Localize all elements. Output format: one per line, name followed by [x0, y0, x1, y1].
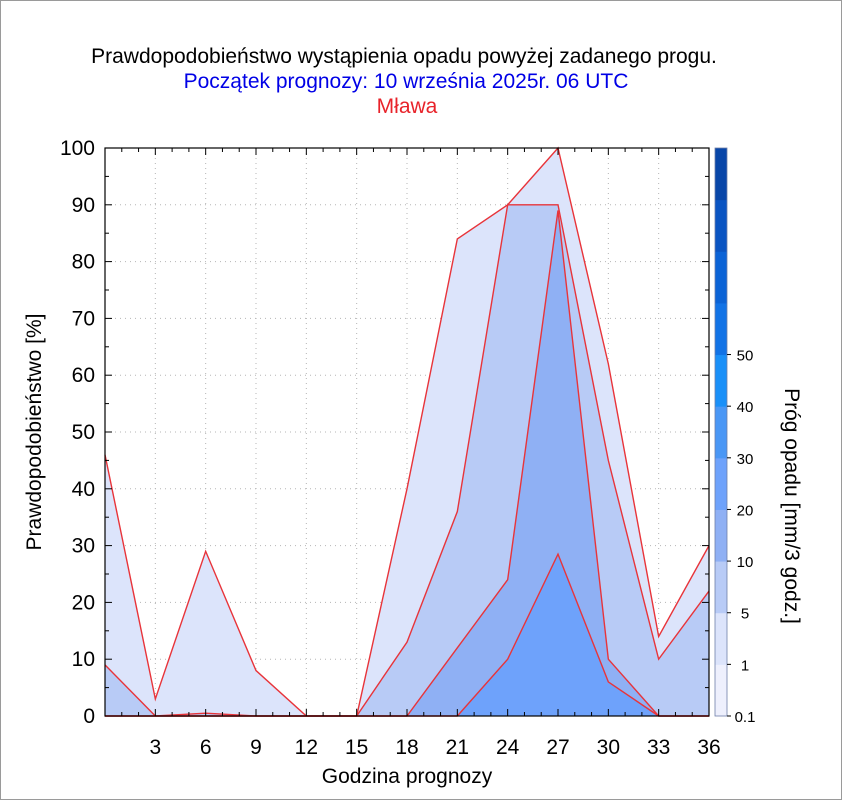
x-tick-label: 27: [546, 736, 569, 759]
colorbar-tick-label: 50: [737, 348, 754, 365]
y-tick-label: 40: [72, 478, 95, 501]
x-tick-label: 12: [295, 736, 318, 759]
y-tick-label: 50: [72, 421, 95, 444]
y-tick-label: 20: [72, 591, 95, 614]
colorbar-tick-label: 1: [741, 657, 749, 674]
colorbar-tick-label: 30: [737, 451, 754, 468]
y-tick-label: 0: [83, 705, 95, 728]
x-tick-label: 18: [395, 736, 418, 759]
y-tick-label: 70: [72, 307, 95, 330]
colorbar-segment: [715, 509, 727, 562]
line-threshold-0-1: [104, 146, 710, 717]
x-tick-label: 21: [446, 736, 469, 759]
colorbar-tick-label: 0.1: [735, 709, 756, 726]
x-tick-label: 33: [647, 736, 670, 759]
x-tick-label: 30: [597, 736, 620, 759]
colorbar-segment: [715, 199, 727, 252]
x-axis-label: Godzina prognozy: [322, 765, 493, 788]
y-tick-label: 90: [72, 194, 95, 217]
colorbar-segment: [715, 561, 727, 614]
y-tick-label: 60: [72, 364, 95, 387]
x-tick-label: 3: [149, 736, 161, 759]
colorbar-tick-label: 10: [737, 554, 754, 571]
colorbar-tick-label: 40: [737, 399, 754, 416]
colorbar-tick-label: 5: [741, 606, 749, 623]
x-tick-label: 6: [200, 736, 212, 759]
chart-subtitle: Początek prognozy: 10 września 2025r. 06…: [184, 70, 629, 93]
y-tick-label: 80: [72, 251, 95, 274]
colorbar-label: Próg opadu [mm/3 godz.]: [780, 388, 803, 624]
colorbar-segment: [715, 457, 727, 510]
colorbar-segment: [715, 354, 727, 407]
colorbar-border: [714, 147, 728, 717]
area-threshold-10: [105, 554, 709, 716]
x-tick-label: 36: [697, 736, 720, 759]
x-tick-label: 9: [250, 736, 262, 759]
x-tick-label: 15: [345, 736, 368, 759]
chart-title: Prawdopodobieństwo wystąpienia opadu pow…: [91, 45, 717, 68]
y-tick-label: 30: [72, 535, 95, 558]
x-tick-label: 24: [496, 736, 520, 759]
colorbar-segment: [715, 664, 727, 717]
y-axis-label: Prawdopodobieństwo [%]: [23, 314, 46, 551]
y-tick-label: 100: [60, 137, 95, 160]
colorbar-tick-label: 20: [737, 502, 754, 519]
y-tick-label: 10: [72, 648, 95, 671]
colorbar-segment: [715, 612, 727, 665]
probability-areas: [105, 148, 709, 717]
colorbar-segment: [715, 406, 727, 459]
colorbar: 0.1 1 5 10 20 30 40 50: [714, 147, 756, 726]
colorbar-segment: [715, 251, 727, 304]
colorbar-segment: [715, 148, 727, 201]
chart-location: Mława: [377, 95, 438, 118]
colorbar-segment: [715, 302, 727, 356]
